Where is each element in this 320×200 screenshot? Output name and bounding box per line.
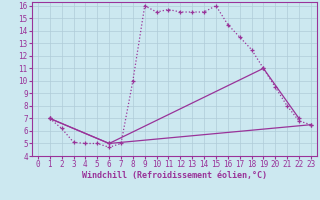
X-axis label: Windchill (Refroidissement éolien,°C): Windchill (Refroidissement éolien,°C) <box>82 171 267 180</box>
